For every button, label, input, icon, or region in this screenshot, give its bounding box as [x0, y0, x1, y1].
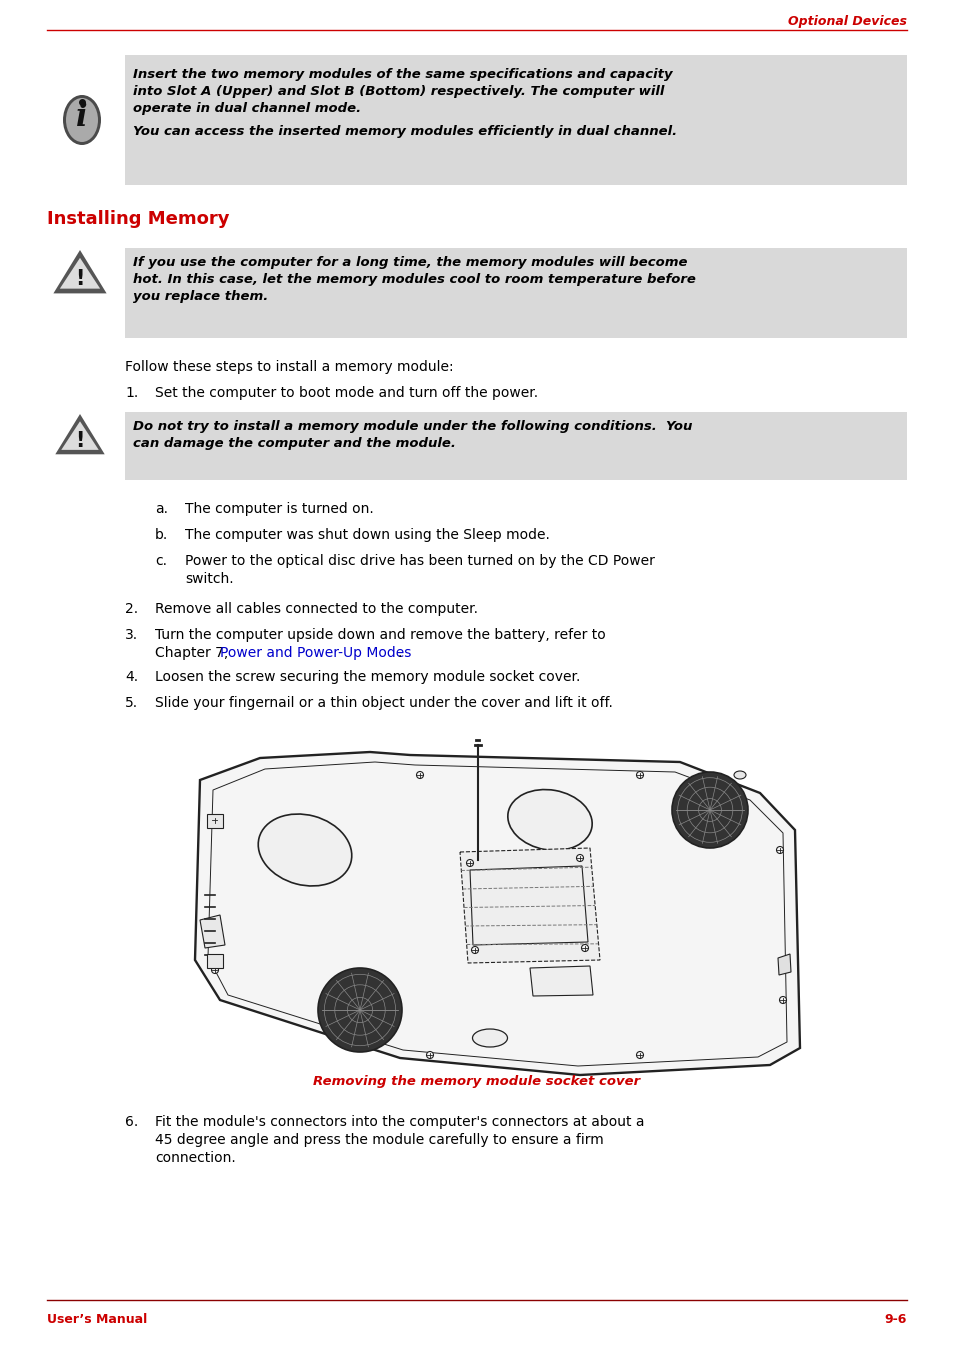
Circle shape [416, 771, 423, 778]
Text: Follow these steps to install a memory module:: Follow these steps to install a memory m… [125, 359, 453, 374]
FancyBboxPatch shape [207, 815, 223, 828]
Ellipse shape [733, 771, 745, 780]
Text: Installing Memory: Installing Memory [47, 209, 230, 228]
Text: 9-6: 9-6 [883, 1313, 906, 1325]
Text: can damage the computer and the module.: can damage the computer and the module. [132, 436, 456, 450]
Text: Set the computer to boot mode and turn off the power.: Set the computer to boot mode and turn o… [154, 386, 537, 400]
Text: connection.: connection. [154, 1151, 235, 1165]
FancyBboxPatch shape [207, 954, 223, 969]
Text: b.: b. [154, 528, 168, 542]
Circle shape [466, 859, 473, 866]
Circle shape [776, 847, 782, 854]
Text: Insert the two memory modules of the same specifications and capacity: Insert the two memory modules of the sam… [132, 68, 672, 81]
Text: 1.: 1. [125, 386, 138, 400]
Circle shape [212, 816, 218, 824]
Text: User’s Manual: User’s Manual [47, 1313, 147, 1325]
Text: 5.: 5. [125, 696, 138, 711]
Text: !: ! [75, 269, 85, 289]
Circle shape [576, 854, 583, 862]
Text: operate in dual channel mode.: operate in dual channel mode. [132, 101, 361, 115]
Circle shape [671, 771, 747, 848]
FancyBboxPatch shape [125, 412, 906, 480]
Ellipse shape [63, 95, 101, 145]
Ellipse shape [472, 1029, 507, 1047]
Text: You can access the inserted memory modules efficiently in dual channel.: You can access the inserted memory modul… [132, 126, 677, 138]
Text: Chapter 7,: Chapter 7, [154, 646, 233, 661]
Polygon shape [60, 258, 100, 289]
Text: Turn the computer upside down and remove the battery, refer to: Turn the computer upside down and remove… [154, 628, 605, 642]
Circle shape [636, 771, 643, 778]
Text: 4.: 4. [125, 670, 138, 684]
Text: Fit the module's connectors into the computer's connectors at about a: Fit the module's connectors into the com… [154, 1115, 644, 1129]
Text: Optional Devices: Optional Devices [787, 15, 906, 28]
Text: you replace them.: you replace them. [132, 290, 268, 303]
Circle shape [426, 1051, 433, 1058]
Text: a.: a. [154, 503, 168, 516]
Text: Loosen the screw securing the memory module socket cover.: Loosen the screw securing the memory mod… [154, 670, 579, 684]
Text: Do not try to install a memory module under the following conditions.  You: Do not try to install a memory module un… [132, 420, 692, 434]
Text: switch.: switch. [185, 571, 233, 586]
Polygon shape [61, 422, 98, 450]
Polygon shape [200, 915, 225, 948]
Text: i: i [76, 103, 88, 134]
Text: !: ! [75, 431, 85, 451]
Text: Power and Power-Up Modes: Power and Power-Up Modes [220, 646, 411, 661]
Text: 2.: 2. [125, 603, 138, 616]
Text: If you use the computer for a long time, the memory modules will become: If you use the computer for a long time,… [132, 255, 687, 269]
Text: hot. In this case, let the memory modules cool to room temperature before: hot. In this case, let the memory module… [132, 273, 695, 286]
Ellipse shape [507, 789, 592, 850]
Ellipse shape [258, 815, 352, 886]
Text: c.: c. [154, 554, 167, 567]
Text: into Slot A (Upper) and Slot B (Bottom) respectively. The computer will: into Slot A (Upper) and Slot B (Bottom) … [132, 85, 663, 99]
Text: Removing the memory module socket cover: Removing the memory module socket cover [314, 1075, 639, 1088]
Text: 45 degree angle and press the module carefully to ensure a firm: 45 degree angle and press the module car… [154, 1133, 603, 1147]
Text: 3.: 3. [125, 628, 138, 642]
Circle shape [471, 947, 478, 954]
FancyBboxPatch shape [125, 249, 906, 338]
Text: Power to the optical disc drive has been turned on by the CD Power: Power to the optical disc drive has been… [185, 554, 654, 567]
Polygon shape [778, 954, 790, 975]
Circle shape [636, 1051, 643, 1058]
Circle shape [317, 969, 401, 1052]
Circle shape [779, 997, 785, 1004]
Text: .: . [397, 646, 402, 661]
Text: The computer is turned on.: The computer is turned on. [185, 503, 374, 516]
Text: The computer was shut down using the Sleep mode.: The computer was shut down using the Sle… [185, 528, 549, 542]
Polygon shape [459, 848, 599, 963]
Polygon shape [530, 966, 593, 996]
Ellipse shape [66, 99, 98, 142]
Polygon shape [55, 413, 105, 454]
Text: Remove all cables connected to the computer.: Remove all cables connected to the compu… [154, 603, 477, 616]
Text: Slide your fingernail or a thin object under the cover and lift it off.: Slide your fingernail or a thin object u… [154, 696, 612, 711]
Text: 6.: 6. [125, 1115, 138, 1129]
Polygon shape [53, 250, 107, 293]
Circle shape [212, 966, 218, 974]
FancyBboxPatch shape [125, 55, 906, 185]
Polygon shape [194, 753, 800, 1075]
Circle shape [581, 944, 588, 951]
